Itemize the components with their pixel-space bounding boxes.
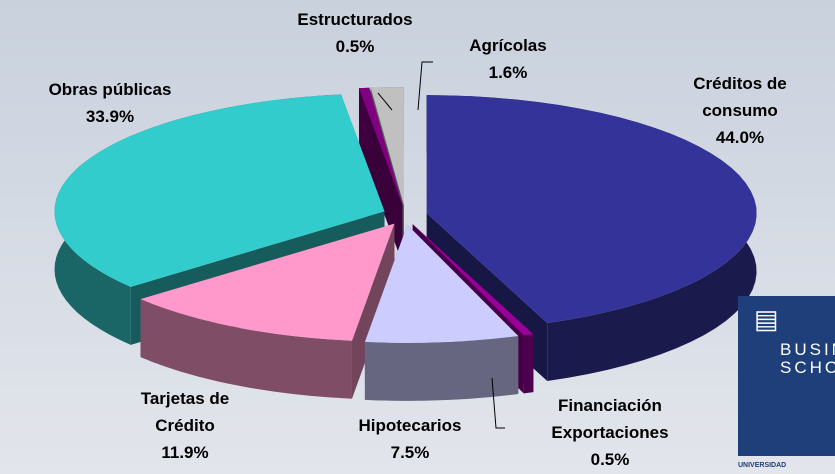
leader-line: [417, 61, 433, 111]
category-label: Obras públicas: [48, 80, 172, 99]
logo-text: BUSIN: [780, 340, 835, 359]
logo-text: SCHO: [780, 358, 835, 377]
value-label: 44.0%: [715, 128, 765, 147]
slice-label: Financiación Exportaciones 0.5%: [540, 392, 680, 473]
category-label: Créditos de consumo: [693, 74, 787, 120]
leader-line: [377, 92, 393, 111]
slice-top: [426, 95, 757, 323]
slice: [140, 223, 395, 399]
value-label: 7.5%: [390, 443, 430, 462]
slice-label: Hipotecarios 7.5%: [340, 412, 480, 466]
logo-footer: UNIVERSIDAD: [738, 462, 787, 469]
slice: [364, 224, 519, 401]
category-label: Agrícolas: [469, 36, 547, 55]
logo: ▤ BUSIN SCHO: [738, 296, 835, 456]
slice-top: [358, 87, 403, 206]
slice-label: Obras públicas 33.9%: [10, 76, 210, 130]
slice-top: [412, 224, 534, 336]
value-label: 33.9%: [85, 107, 135, 126]
value-label: 1.6%: [488, 63, 528, 82]
slice-label: Tarjetas de Crédito 11.9%: [125, 385, 245, 466]
value-label: 0.5%: [590, 450, 630, 469]
slice-top: [140, 223, 395, 341]
leader-line: [491, 377, 505, 429]
slice-top: [54, 94, 385, 287]
slice-label: Agrícolas 1.6%: [448, 32, 568, 86]
slice-side: [364, 335, 519, 401]
value-label: 0.5%: [335, 37, 375, 56]
slice-top: [364, 224, 519, 343]
slice-label: Créditos de consumo 44.0%: [675, 70, 805, 151]
category-label: Estructurados: [297, 10, 413, 29]
category-label: Tarjetas de Crédito: [140, 389, 230, 435]
slice-side: [140, 299, 352, 399]
slice-side: [523, 334, 534, 394]
slice: [358, 87, 403, 264]
logo-mark: ▤: [754, 304, 779, 334]
slice-label: Estructurados 0.5%: [285, 6, 425, 60]
category-label: Hipotecarios: [358, 416, 462, 435]
pie: [54, 87, 757, 401]
category-label: Financiación Exportaciones: [551, 396, 669, 442]
value-label: 11.9%: [161, 443, 209, 462]
slice-top: [370, 87, 404, 206]
